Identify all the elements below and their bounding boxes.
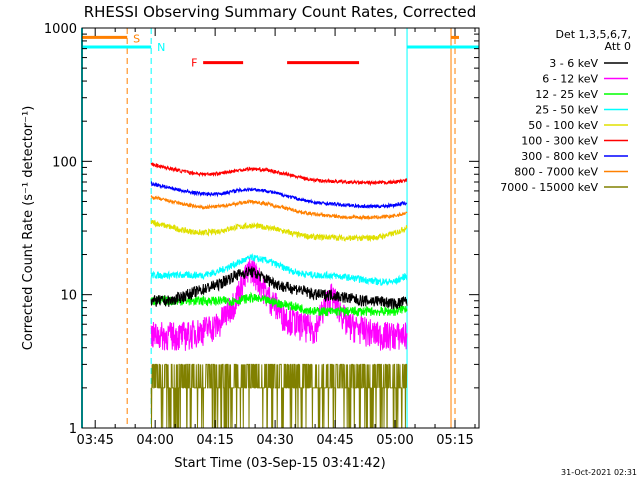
series-2-line: [150, 291, 408, 318]
plot-frame: [81, 27, 480, 429]
series-6-line: [150, 180, 408, 210]
x-tick-label: 03:45: [76, 433, 113, 448]
series-3-line: [150, 253, 408, 287]
legend-entry-label: 50 - 100 keV: [528, 119, 598, 132]
x-tick-label: 04:45: [316, 433, 353, 448]
legend-title: Att 0: [605, 40, 631, 53]
legend-entry-label: 25 - 50 keV: [535, 104, 598, 117]
series-0-line: [150, 266, 408, 310]
s-flag-label: S: [133, 32, 140, 45]
series-4-line: [150, 219, 408, 243]
legend-entry-label: 3 - 6 keV: [549, 57, 598, 70]
f-flag-label: F: [191, 57, 197, 70]
y-axis-label: Corrected Count Rate (s⁻¹ detector⁻¹): [21, 106, 36, 351]
legend-entry-label: 6 - 12 keV: [542, 73, 598, 86]
y-tick-label: 1: [69, 422, 77, 437]
y-tick-label: 10: [60, 289, 77, 304]
x-tick-label: 04:15: [196, 433, 233, 448]
series-5-line: [150, 162, 408, 187]
x-tick-label: 04:00: [136, 433, 173, 448]
legend-entry-label: 12 - 25 keV: [535, 88, 598, 101]
x-tick-label: 05:00: [376, 433, 413, 448]
legend-title: Det 1,3,5,6,7,: [555, 28, 631, 41]
timestamp-label: 31-Oct-2021 02:31: [561, 468, 637, 477]
chart-title: RHESSI Observing Summary Count Rates, Co…: [84, 3, 477, 21]
series-7-line: [150, 195, 408, 221]
legend-entry-label: 100 - 300 keV: [521, 135, 598, 148]
y-tick-label: 1000: [44, 22, 77, 37]
y-tick-label: 100: [52, 155, 77, 170]
x-tick-label: 04:30: [256, 433, 293, 448]
legend-entry-label: 800 - 7000 keV: [514, 166, 598, 179]
n-flag-label: N: [157, 41, 165, 54]
series-8-line: [150, 363, 408, 429]
x-tick-label: 05:15: [436, 433, 473, 448]
legend-entry-label: 300 - 800 keV: [521, 150, 598, 163]
x-axis-label: Start Time (03-Sep-15 03:41:42): [174, 456, 385, 471]
legend-entry-label: 7000 - 15000 keV: [500, 181, 598, 194]
